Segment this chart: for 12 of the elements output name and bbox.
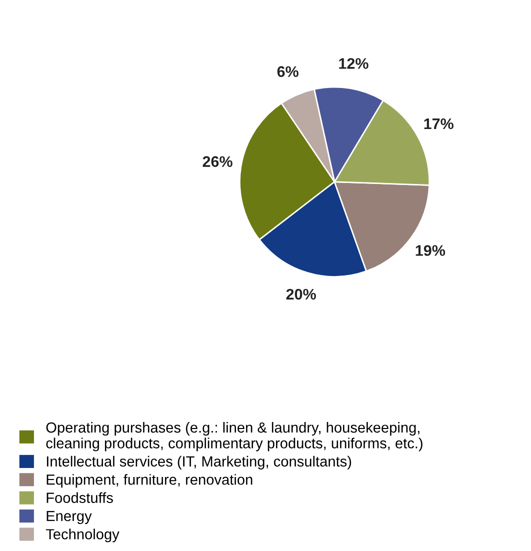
legend-label: Technology <box>46 528 120 542</box>
legend-label: Operating purshases (e.g.: linen & laundry, housekeeping, cleaning products, complimentary products, uniforms, etc.) <box>46 422 422 452</box>
data-label: 12% <box>339 58 368 69</box>
legend-label: Equipment, furniture, renovation <box>46 474 252 488</box>
legend-label: Energy <box>46 511 92 524</box>
data-label: 17% <box>424 118 454 130</box>
legend-label: Intellectual services (IT, Marketing, consultants) <box>46 456 352 470</box>
data-label: 19% <box>416 245 446 256</box>
data-label: 26% <box>202 156 232 167</box>
data-label: 6% <box>277 66 298 77</box>
legend-label: Foodstuffs <box>46 492 113 503</box>
data-label: 20% <box>286 288 316 300</box>
